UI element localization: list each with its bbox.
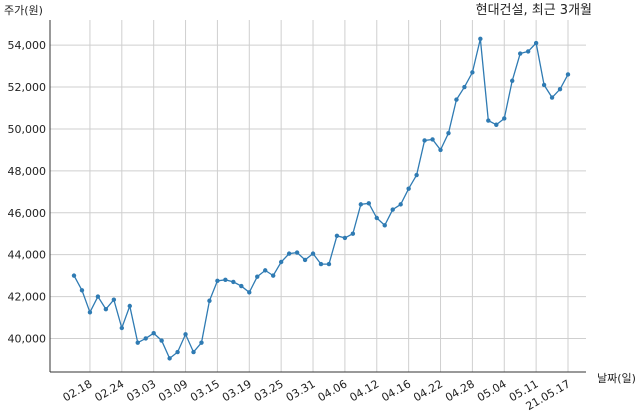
point	[278, 259, 284, 265]
point	[127, 303, 132, 309]
point	[462, 84, 467, 90]
x-axis-label: 날짜(일)	[597, 371, 636, 385]
point	[151, 331, 156, 336]
y-tick-label: 54,000	[8, 39, 47, 52]
point	[334, 233, 340, 239]
x-tick-label: 04.12	[347, 377, 381, 404]
point	[207, 298, 212, 303]
point	[454, 97, 459, 102]
point	[382, 223, 387, 228]
point	[525, 49, 531, 54]
point	[374, 215, 379, 221]
point	[103, 306, 109, 312]
point	[478, 36, 483, 42]
point	[326, 261, 332, 267]
point	[390, 207, 395, 212]
point	[255, 274, 260, 279]
point	[565, 72, 571, 77]
point	[111, 297, 117, 302]
point	[422, 138, 427, 143]
point	[366, 201, 372, 206]
x-tick-label: 03.15	[188, 377, 222, 404]
point	[486, 118, 491, 123]
point	[310, 251, 316, 256]
x-tick-label: 02.18	[61, 377, 95, 404]
point	[143, 336, 148, 341]
point	[294, 250, 300, 255]
x-tick-label: 02.24	[93, 377, 127, 404]
y-tick-label: 40,000	[8, 332, 47, 345]
chart-title: 현대건설, 최근 3개월	[476, 3, 592, 18]
point	[510, 78, 515, 83]
y-tick-label: 52,000	[8, 81, 47, 94]
point	[446, 130, 451, 136]
point	[438, 147, 443, 153]
point	[318, 261, 324, 267]
point	[191, 349, 196, 355]
point	[406, 186, 411, 191]
x-tick-label: 04.28	[443, 377, 477, 404]
point	[215, 278, 220, 284]
point	[302, 257, 308, 263]
point	[398, 202, 403, 207]
y-tick-label: 42,000	[8, 291, 47, 304]
point	[541, 82, 547, 88]
x-tick-label: 03.25	[252, 377, 286, 404]
point	[286, 251, 292, 256]
x-tick-label: 03.09	[156, 377, 190, 404]
point	[494, 122, 499, 127]
point	[159, 338, 164, 343]
x-tick-label: 03.31	[284, 377, 318, 404]
point	[270, 273, 276, 278]
point	[167, 356, 172, 361]
point	[263, 268, 268, 273]
point	[350, 231, 356, 236]
y-tick-label: 44,000	[8, 249, 47, 262]
point	[231, 279, 236, 285]
point	[119, 325, 125, 331]
point	[533, 40, 539, 46]
y-tick-label: 48,000	[8, 165, 47, 178]
point	[79, 288, 85, 293]
point	[430, 137, 435, 142]
point	[95, 294, 101, 299]
point	[414, 172, 419, 178]
point	[239, 283, 244, 289]
point	[470, 70, 475, 75]
point	[247, 290, 252, 295]
x-tick-label: 03.19	[220, 377, 254, 404]
y-tick-label: 46,000	[8, 207, 47, 220]
point	[549, 95, 555, 100]
x-tick-label: 04.22	[411, 377, 445, 404]
x-tick-label: 04.16	[379, 377, 413, 404]
point	[517, 51, 523, 56]
point	[135, 340, 140, 345]
point	[223, 277, 228, 283]
point	[199, 340, 204, 345]
point	[87, 310, 93, 315]
point	[358, 202, 364, 207]
point	[183, 332, 188, 337]
point	[557, 86, 563, 92]
x-tick-label: 04.06	[316, 377, 350, 404]
point	[175, 349, 180, 355]
x-tick-label: 05.04	[475, 377, 509, 404]
point	[71, 273, 77, 278]
point	[502, 116, 507, 121]
x-tick-label: 03.03	[124, 377, 158, 404]
y-tick-label: 50,000	[8, 123, 47, 136]
y-axis-label: 주가(원)	[4, 4, 43, 17]
point	[342, 235, 348, 241]
